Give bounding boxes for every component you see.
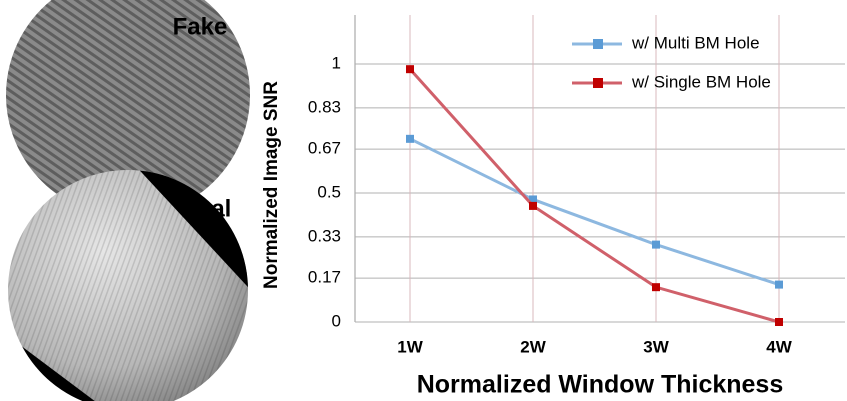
panel-label: Fake	[173, 13, 228, 40]
y-tick-label: 0.17	[308, 268, 341, 287]
legend-marker	[593, 39, 603, 49]
marker	[529, 195, 537, 204]
x-tick-label: 3W	[643, 337, 669, 356]
y-tick-label: 0.5	[317, 182, 341, 201]
x-axis-label: Normalized Window Thickness	[417, 371, 784, 399]
marker	[775, 280, 783, 289]
x-tick-label: 1W	[397, 337, 423, 356]
series-line	[409, 137, 780, 287]
y-axis-label: Normalized Image SNR	[261, 81, 282, 289]
marker	[529, 201, 537, 210]
y-tick-label: 0.33	[308, 226, 341, 245]
fake-image	[6, 0, 250, 217]
marker	[652, 283, 660, 292]
marker	[406, 134, 414, 143]
x-tick-label: 4W	[766, 337, 792, 356]
legend-label: w/ Multi BM Hole	[631, 33, 760, 52]
y-tick-label: 1	[332, 54, 341, 73]
legend-marker	[593, 78, 603, 88]
y-tick-label: 0.67	[308, 139, 341, 158]
series-line	[408, 68, 780, 324]
x-tick-label: 2W	[520, 337, 546, 356]
marker	[406, 65, 414, 74]
marker	[775, 318, 783, 326]
y-tick-label: 0.83	[308, 97, 341, 116]
panel-label: Real	[181, 195, 232, 222]
marker	[652, 240, 660, 249]
y-tick-label: 0	[332, 311, 341, 330]
legend-label: w/ Single BM Hole	[631, 72, 771, 91]
